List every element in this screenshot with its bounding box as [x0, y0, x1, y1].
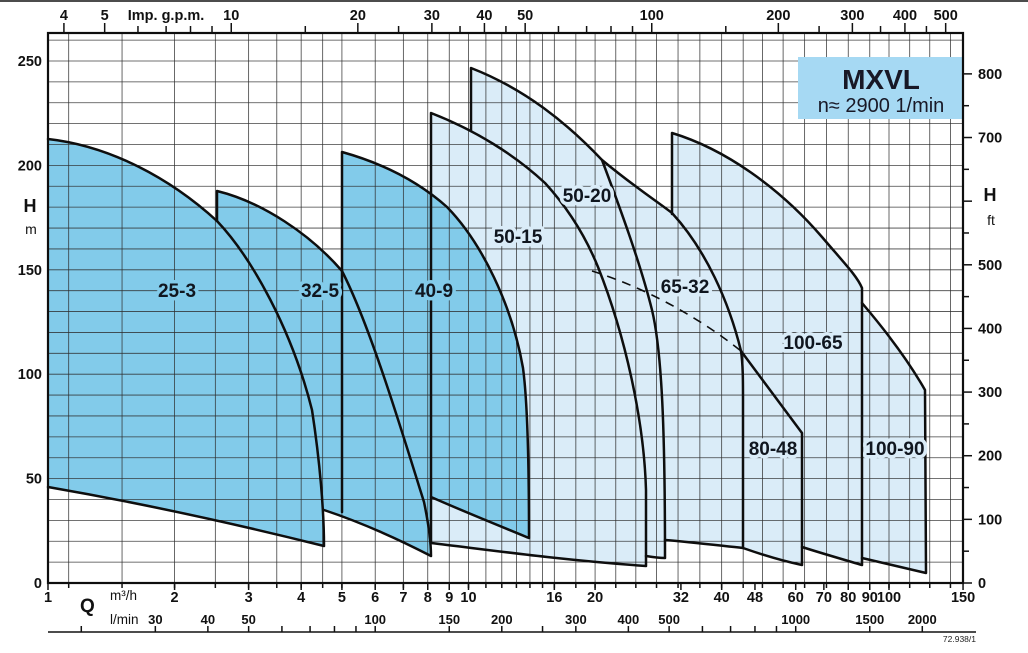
- left-axis-tick-label: 250: [18, 54, 42, 70]
- right-axis-symbol: H: [984, 185, 997, 205]
- right-axis-tick-label: 200: [978, 449, 1002, 465]
- envelope-label-100-65: 100-65: [783, 333, 843, 354]
- bottom-axis-lmin-label: 40: [201, 612, 215, 627]
- flow-unit-m3h: m³/h: [110, 588, 137, 603]
- legend-speed: n≈ 2900 1/min: [818, 95, 945, 117]
- bottom-axis-lmin-label: 400: [618, 612, 640, 627]
- top-axis-tick-label: 400: [893, 8, 917, 24]
- bottom-axis-m3h-label: 5: [338, 590, 346, 606]
- bottom-axis-m3h-label: 6: [371, 590, 379, 606]
- envelope-100-65-outline: [670, 131, 864, 567]
- top-axis-tick-label: 20: [350, 8, 366, 24]
- bottom-axis-m3h-label: 7: [399, 590, 407, 606]
- top-axis-tick-label: 5: [101, 8, 109, 24]
- bottom-axis-m3h-label: 9: [445, 590, 453, 606]
- bottom-axis-m3h-label: 100: [877, 590, 901, 606]
- envelope-32-5-outline: [215, 189, 433, 558]
- left-axis-tick-label: 0: [34, 576, 42, 592]
- bottom-axis-m3h-label: 20: [587, 590, 603, 606]
- bottom-axis-m3h-label: 8: [424, 590, 432, 606]
- bottom-axis-m3h-label: 3: [245, 590, 253, 606]
- bottom-axis-lmin-label: 300: [565, 612, 587, 627]
- envelope-50-20-outline: [469, 66, 667, 560]
- bottom-axis-m3h-label: 48: [747, 590, 763, 606]
- top-axis-tick-label: 50: [517, 8, 533, 24]
- top-axis-tick-label: 10: [223, 8, 239, 24]
- bottom-axis-lmin-label: 100: [364, 612, 386, 627]
- top-axis-tick-label: 500: [934, 8, 958, 24]
- flow-unit-lmin: l/min: [110, 612, 139, 627]
- top-axis-tick-label: 4: [60, 8, 68, 24]
- envelope-label-32-5: 32-5: [301, 281, 339, 302]
- document-reference-number: 72.938/1: [943, 634, 976, 644]
- envelope-80-48-outline: [739, 349, 804, 567]
- legend-background: [798, 57, 963, 119]
- right-axis-tick-label: 500: [978, 258, 1002, 274]
- envelope-label-80-48: 80-48: [749, 439, 798, 460]
- right-axis-tick-label: 100: [978, 512, 1002, 528]
- left-axis-tick-label: 50: [26, 472, 42, 488]
- bottom-axis-lmin-label: 150: [438, 612, 460, 627]
- bottom-axis-m3h-label: 1: [44, 590, 52, 606]
- bottom-axis-m3h-label: 4: [297, 590, 305, 606]
- bottom-axis-lmin-label: 200: [491, 612, 513, 627]
- left-axis-tick-label: 200: [18, 158, 42, 174]
- envelope-65-32-outline: [600, 158, 745, 550]
- envelope-40-9-outline: [340, 150, 531, 540]
- bottom-axis-lmin-label: 50: [241, 612, 255, 627]
- bottom-axis-m3h-label: 2: [171, 590, 179, 606]
- bottom-axis-m3h-label: 80: [840, 590, 856, 606]
- bottom-axis-m3h-label: 10: [460, 590, 476, 606]
- bottom-axis-lmin-label: 1000: [781, 612, 810, 627]
- bottom-axis-lmin-label: 2000: [908, 612, 937, 627]
- envelope-label-100-90: 100-90: [865, 439, 924, 460]
- top-axis-tick-label: 300: [840, 8, 864, 24]
- top-axis-tick-label: 30: [424, 8, 440, 24]
- left-axis-unit: m: [25, 221, 37, 237]
- envelope-outlines: [46, 66, 928, 575]
- right-axis-tick-label: 700: [978, 131, 1002, 147]
- bottom-axis-m3h-label: 150: [951, 590, 975, 606]
- envelope-50-15-outline: [429, 111, 648, 568]
- legend: MXVL n≈ 2900 1/min: [798, 57, 963, 119]
- bottom-axis-m3h-label: 60: [788, 590, 804, 606]
- top-axis-tick-label: 100: [640, 8, 664, 24]
- envelope-label-40-9: 40-9: [415, 281, 453, 302]
- envelope-label-50-15: 50-15: [494, 227, 543, 248]
- bottom-axis-lmin-label: 30: [148, 612, 162, 627]
- envelope-divider-dashed-line: [591, 270, 742, 352]
- left-axis-symbol: H: [24, 196, 37, 216]
- envelope-label-25-3: 25-3: [158, 281, 196, 302]
- envelope-25-3-outline: [46, 137, 326, 548]
- top-axis-gpm: 4 5 10 20 30 40 50 100 200 300 400 500: [60, 8, 958, 33]
- legend-model-name: MXVL: [842, 64, 920, 95]
- top-axis-unit-label: Imp. g.p.m.: [128, 8, 205, 24]
- flow-axis-symbol: Q: [80, 596, 95, 617]
- bottom-axis-m3h-label: 16: [546, 590, 562, 606]
- right-axis-tick-label: 0: [978, 576, 986, 592]
- top-axis-tick-label: 40: [476, 8, 492, 24]
- right-axis-tick-label: 800: [978, 67, 1002, 83]
- envelope-labels: 25-3 32-5 40-9 50-15 50-20 65-32 100-65 …: [154, 183, 928, 464]
- envelope-label-50-20: 50-20: [563, 186, 612, 207]
- left-axis-meters: 0 50 100 150 200 250: [18, 54, 42, 592]
- right-axis-tick-label: 400: [978, 321, 1002, 337]
- bottom-axis-m3h-label: 70: [816, 590, 832, 606]
- left-axis-tick-label: 100: [18, 367, 42, 383]
- envelope-label-65-32: 65-32: [661, 277, 710, 298]
- envelope-100-90-outline: [860, 301, 928, 575]
- bottom-axis-m3h-label: 40: [714, 590, 730, 606]
- right-axis-feet: 0 100 200 300 400 500 700 800: [963, 67, 1002, 592]
- left-axis-tick-label: 150: [18, 263, 42, 279]
- bottom-axis-lmin-label: 500: [658, 612, 680, 627]
- top-axis-tick-label: 200: [766, 8, 790, 24]
- right-axis-unit: ft: [987, 212, 995, 228]
- bottom-axis-m3h-label: 32: [673, 590, 689, 606]
- right-axis-tick-label: 300: [978, 385, 1002, 401]
- bottom-axis-m3h-label: 90: [862, 590, 878, 606]
- bottom-axis-lmin-label: 1500: [855, 612, 884, 627]
